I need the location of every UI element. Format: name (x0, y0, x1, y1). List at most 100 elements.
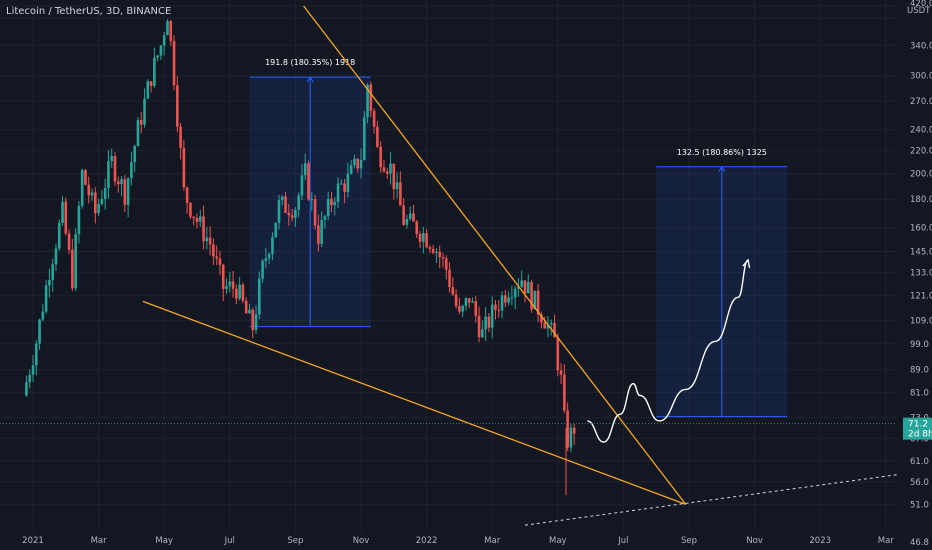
candle-body-down (428, 247, 432, 249)
candle-body-up (395, 182, 399, 190)
x-tick-label: Sep (681, 536, 697, 546)
candle-body-up (225, 286, 228, 289)
candle-body-down (553, 323, 556, 338)
candle-body-down (169, 21, 173, 41)
candle-body-down (208, 237, 212, 245)
candle-body-down (454, 294, 458, 307)
candle-body-down (241, 284, 245, 301)
candle-body-down (572, 427, 576, 434)
measurement-arrowhead (306, 76, 314, 83)
candle-body-down (189, 202, 192, 217)
candle-body-down (218, 258, 222, 265)
candle-body-down (530, 282, 533, 310)
x-tick-label: Mar (484, 536, 501, 546)
candle-body-up (435, 251, 438, 253)
candle-body-down (235, 288, 238, 299)
candle-body-down (251, 309, 255, 331)
candle-body-up (549, 323, 553, 325)
projection-path (587, 259, 749, 443)
candle-body-up (25, 382, 28, 396)
candle-body-down (418, 233, 422, 242)
candle-body-up (464, 298, 468, 306)
candle-countdown: 2d 8h (908, 430, 932, 440)
candle-body-up (271, 237, 274, 254)
candle-body-down (412, 213, 415, 222)
x-tick-label: Mar (878, 536, 895, 546)
candle-body-up (471, 301, 474, 303)
x-tick-label: Nov (746, 536, 763, 546)
candle-body-up (159, 45, 163, 56)
projection-layer (587, 258, 751, 443)
candle-body-up (294, 209, 297, 218)
candle-body-up (153, 57, 156, 86)
candle-body-up (481, 329, 484, 338)
candle-body-down (231, 281, 235, 289)
projection-arrowhead (742, 258, 751, 269)
candle-body-up (405, 218, 409, 225)
candle-body-down (451, 287, 455, 295)
candle-body-up (359, 159, 363, 169)
candle-body-up (517, 286, 520, 289)
candle-body-down (559, 370, 563, 375)
y-tick-label: 200.0 (910, 170, 932, 180)
price-axis-currency: USDT (907, 6, 931, 16)
candle-body-down (356, 158, 360, 169)
candle-body-down (372, 110, 376, 127)
candle-body-down (317, 225, 320, 244)
candle-body-up (258, 278, 261, 315)
candle-body-up (97, 204, 100, 214)
candle-body-up (146, 81, 150, 99)
candle-body-down (399, 182, 402, 206)
candle-body-up (110, 155, 114, 162)
candle-body-down (215, 256, 218, 259)
candle-body-up (326, 198, 330, 217)
candle-body-down (402, 205, 405, 225)
candle-body-down (116, 181, 120, 185)
candle-body-up (130, 162, 133, 179)
candle-body-down (497, 309, 501, 311)
candle-body-up (422, 233, 425, 242)
candle-body-down (523, 280, 527, 294)
current-price-badge-bg (903, 417, 932, 440)
candle-body-up (533, 290, 537, 310)
y-tick-label: 240.0 (910, 126, 932, 136)
y-tick-label: 89.0 (910, 366, 929, 376)
candle-body-up (80, 170, 84, 206)
candle-body-up (510, 297, 514, 299)
candle-body-up (198, 216, 202, 222)
candle-body-up (389, 163, 392, 174)
candle-body-up (500, 295, 504, 311)
y-tick-label: 121.0 (910, 291, 932, 301)
candle-body-up (261, 260, 264, 279)
candle-body-down (64, 201, 68, 234)
candle-body-up (513, 288, 517, 298)
candle-body-up (126, 178, 130, 205)
candle-body-up (41, 311, 45, 320)
candle-body-up (507, 297, 510, 303)
y-tick-label: 145.0 (910, 248, 932, 258)
candle-body-up (228, 281, 232, 287)
candle-body-down (458, 306, 461, 312)
x-tick-label: Jul (617, 536, 628, 546)
candle-body-down (556, 337, 560, 371)
candle-body-up (31, 365, 35, 375)
candle-body-up (166, 21, 169, 36)
price-axis[interactable]: 51.056.061.067.073.081.089.099.0109.0121… (897, 0, 932, 550)
candle-body-down (448, 269, 451, 288)
candle-body-down (176, 85, 179, 127)
y-tick-label: 99.0 (910, 340, 929, 350)
candle-body-up (54, 248, 58, 265)
candle-body-down (185, 187, 189, 203)
candlestick-series (25, 19, 576, 496)
candle-body-down (84, 170, 87, 185)
candle-body-down (392, 163, 396, 190)
candle-body-down (212, 244, 215, 257)
trendline-layer (142, 5, 932, 526)
x-tick-label: Sep (287, 536, 303, 546)
y-tick-label: 61.0 (910, 457, 929, 467)
candle-body-down (566, 410, 569, 448)
candle-body-up (280, 196, 284, 201)
time-axis[interactable]: 2021 Mar May Jul Sep Nov 2022 Mar May Jul Sep Nov 20… (22, 536, 894, 546)
